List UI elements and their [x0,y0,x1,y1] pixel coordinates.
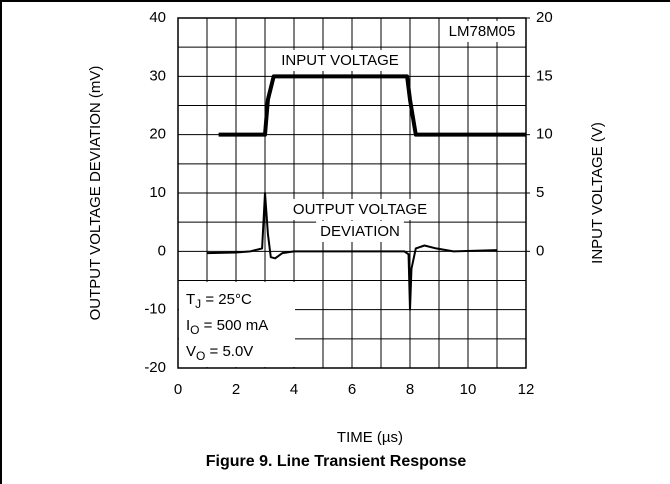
condition-subscript: O [190,323,199,337]
x-tick-label: 12 [518,381,535,398]
condition-symbol: I [186,317,190,334]
x-axis-label: TIME (µs) [337,429,403,446]
x-tick-label: 2 [232,381,240,398]
conditions-background [179,282,295,367]
y-tick-label: 20 [149,126,166,143]
annotation: DEVIATION [320,223,400,240]
annotation: INPUT VOLTAGE [281,52,399,69]
condition-subscript: O [196,349,205,363]
condition: VO = 5.0V [186,343,253,363]
plot-frame [177,17,527,369]
x-tick-label: 0 [174,381,182,398]
label-background [277,49,403,71]
condition: IO = 500 mA [186,317,268,337]
condition-value: = 500 mA [200,317,269,334]
y2-tick-label: 5 [536,184,544,201]
x-tick-label: 8 [406,381,414,398]
series-line [206,192,498,311]
y2-tick-label: 20 [536,9,553,26]
y2-tick-label: 15 [536,67,553,84]
y-tick-label: -10 [144,301,166,318]
y2-tick-label: 0 [536,242,544,259]
y-tick-label: 30 [149,67,166,84]
y-tick-label: 40 [149,9,166,26]
series-line [218,74,526,137]
annotation: LM78M05 [449,23,516,40]
x-tick-label: 4 [290,381,298,398]
label-background [288,198,432,220]
x-tick-label: 6 [348,381,356,398]
x-tick-label: 10 [460,381,477,398]
condition-symbol: V [186,343,196,360]
caption: Figure 9. Line Transient Response [206,453,467,470]
condition: TJ = 25°C [186,291,252,311]
label-background [316,220,404,242]
condition-value: = 5.0V [205,343,253,360]
label-background [444,20,520,42]
y-axis-label: OUTPUT VOLTAGE DEVIATION (mV) [87,66,104,321]
y2-tick-label: 10 [536,126,553,143]
y2-axis-label: INPUT VOLTAGE (V) [589,122,606,264]
y-tick-label: 0 [158,242,166,259]
condition-symbol: T [186,291,195,308]
condition-subscript: J [195,297,201,311]
condition-value: = 25°C [201,291,252,308]
annotation: OUTPUT VOLTAGE [293,201,427,218]
y-tick-label: 10 [149,184,166,201]
y-tick-label: -20 [144,359,166,376]
